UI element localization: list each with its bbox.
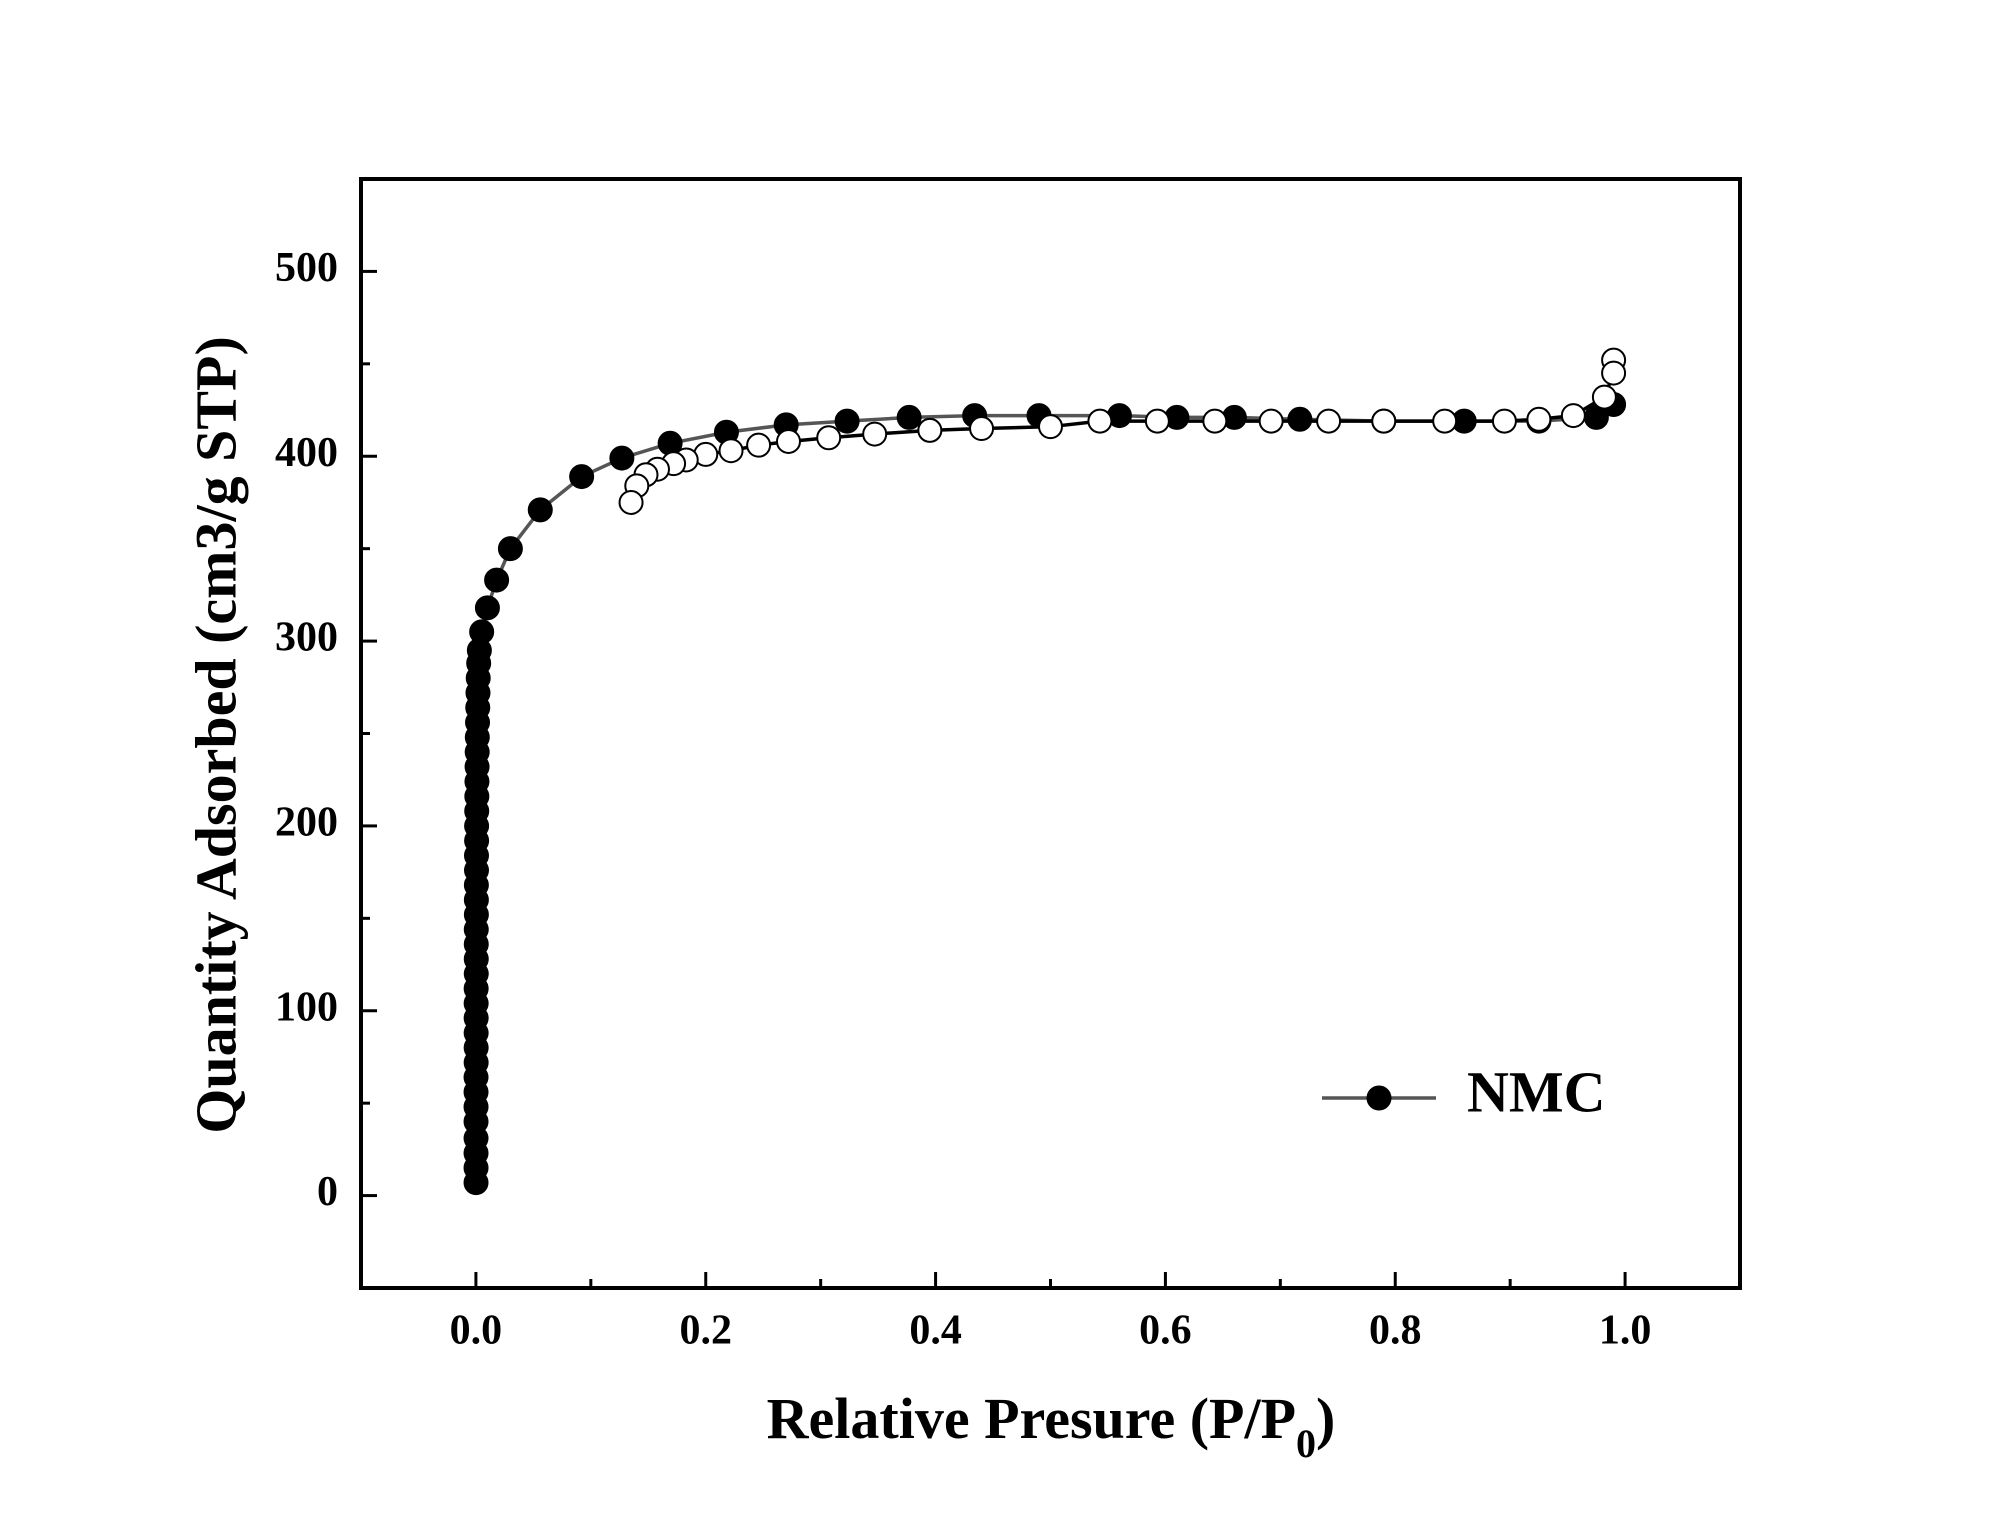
marker [969,416,995,442]
x-tick-label: 0.8 [1369,1308,1422,1354]
marker [1591,384,1617,410]
y-tick-label: 200 [275,800,338,846]
plot-frame [359,177,1742,1290]
marker [1038,414,1063,440]
marker [1560,403,1586,429]
marker [1258,408,1284,434]
x-axis-label-main: Relative Presure (P/P [767,1386,1296,1451]
marker [862,421,888,447]
marker [1371,408,1397,434]
marker [474,595,500,621]
y-tick-label: 0 [317,1169,338,1215]
y-axis-label: Quantity Adsorbed (cm3/g STP) [183,336,248,1134]
marker [1526,406,1552,432]
marker [1432,408,1458,434]
x-tick-label: 0.2 [680,1308,733,1354]
marker [469,619,495,645]
marker [618,489,644,515]
marker [484,567,510,593]
marker [1491,408,1517,434]
x-axis-label: Relative Presure (P/P0) [767,1386,1336,1465]
marker [1144,408,1170,434]
marker [1601,360,1627,386]
legend-label: NMC [1467,1059,1606,1124]
marker [1087,408,1113,434]
x-axis-label-sub: 0 [1296,1421,1316,1466]
y-tick-label: 300 [275,615,338,661]
marker [775,428,801,454]
marker [609,445,635,471]
marker [896,404,922,430]
x-tick-label: 0.4 [909,1308,962,1354]
series-line [474,403,1615,1183]
marker [527,497,553,523]
marker [816,425,842,451]
legend-marker [1366,1085,1392,1111]
marker [834,408,860,434]
marker [746,432,772,458]
y-tick-label: 400 [275,430,338,476]
marker [1202,408,1228,434]
x-tick-label: 1.0 [1599,1308,1652,1354]
y-tick-label: 500 [275,245,338,291]
marker [569,464,595,490]
x-tick-label: 0.6 [1139,1308,1192,1354]
marker [1287,406,1313,432]
x-axis-label-tail: ) [1316,1386,1335,1451]
marker [497,536,523,562]
marker [718,438,744,464]
y-tick-label: 100 [275,984,338,1030]
marker [917,417,943,443]
x-tick-label: 0.0 [450,1308,503,1354]
marker [1316,408,1342,434]
